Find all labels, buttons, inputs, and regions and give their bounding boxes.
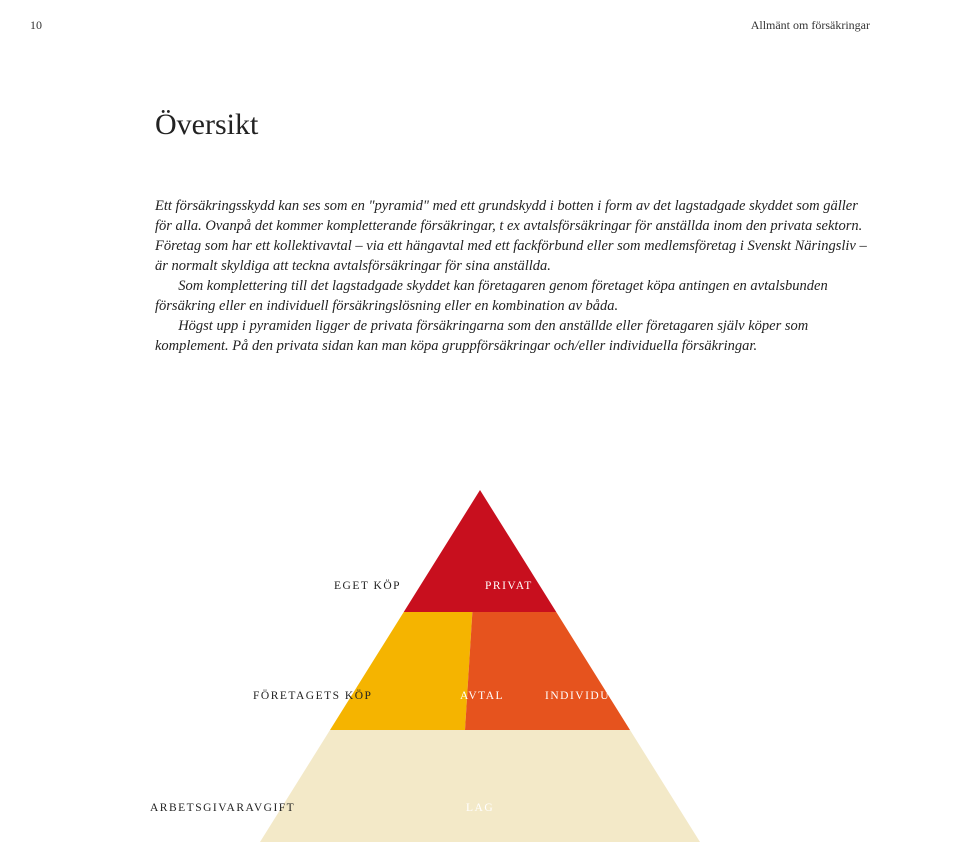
- page-number: 10: [30, 18, 42, 33]
- paragraph: Som komplettering till det lagstadgade s…: [155, 276, 875, 316]
- label-privat: PRIVAT: [485, 580, 533, 592]
- label-lag: LAG: [466, 802, 494, 814]
- label-arbetsgivaravgift: ARBETSGIVARAVGIFT: [150, 802, 295, 814]
- label-avtal: AVTAL: [460, 690, 504, 702]
- label-foretagets-kop: FÖRETAGETS KÖP: [253, 690, 372, 702]
- page-title: Översikt: [155, 108, 875, 142]
- label-individuella: INDIVIDUELLA: [545, 690, 645, 702]
- pyramid-svg: [0, 490, 960, 850]
- paragraph: Ett försäkringsskydd kan ses som en "pyr…: [155, 196, 875, 276]
- body-text: Ett försäkringsskydd kan ses som en "pyr…: [155, 196, 875, 356]
- section-name: Allmänt om försäkringar: [751, 18, 870, 33]
- pyramid-diagram: EGET KÖP PRIVAT FÖRETAGETS KÖP AVTAL IND…: [0, 490, 960, 840]
- label-eget-kop: EGET KÖP: [334, 580, 401, 592]
- main-content: Översikt Ett försäkringsskydd kan ses so…: [155, 108, 875, 356]
- paragraph: Högst upp i pyramiden ligger de privata …: [155, 316, 875, 356]
